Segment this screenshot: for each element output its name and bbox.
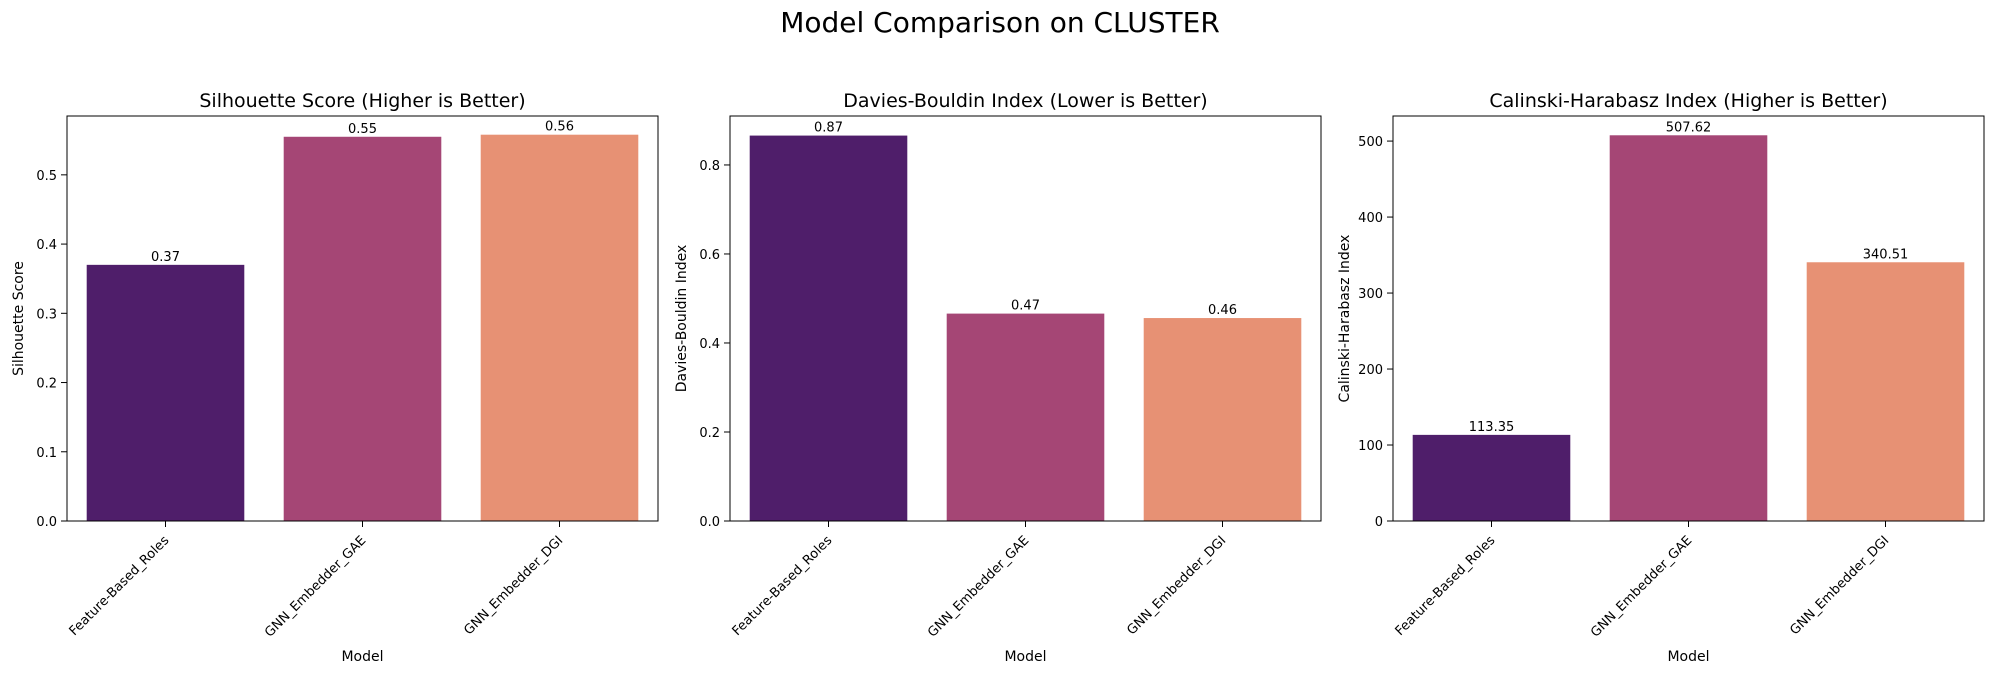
y-tick-label: 300 [1358, 287, 1383, 302]
x-axis-label: Model [341, 649, 383, 665]
y-tick-label: 0.4 [36, 238, 57, 253]
y-axis-label: Davies-Bouldin Index [674, 245, 690, 393]
bar-value-label: 0.55 [348, 122, 377, 137]
y-tick-label: 0.5 [36, 169, 57, 184]
subplot-title: Davies-Bouldin Index (Lower is Better) [843, 90, 1207, 112]
y-tick-label: 0.3 [36, 307, 57, 322]
y-tick-label: 100 [1358, 439, 1383, 454]
x-tick-label: GNN_Embedder_GAE [1588, 533, 1695, 640]
y-tick-label: 0.8 [699, 159, 720, 174]
bar [1609, 135, 1768, 522]
bar-value-label: 113.35 [1469, 420, 1515, 435]
x-tick-label: GNN_Embedder_GAE [262, 533, 369, 640]
y-tick-label: 0.1 [36, 446, 57, 461]
y-tick-label: 400 [1358, 211, 1383, 226]
bar-value-label: 0.37 [151, 250, 180, 265]
bar-value-label: 0.47 [1011, 299, 1040, 314]
y-tick-label: 0.0 [699, 515, 720, 530]
bar-value-label: 0.56 [545, 120, 574, 135]
x-tick-label: Feature-Based_Roles [67, 533, 173, 639]
bar-value-label: 340.51 [1863, 247, 1909, 262]
bar-value-label: 507.62 [1666, 120, 1712, 135]
bar [86, 264, 245, 521]
plot-frame [1392, 115, 1985, 522]
subplot-title: Calinski-Harabasz Index (Higher is Bette… [1489, 90, 1887, 112]
bar [946, 313, 1105, 521]
plot-frame [66, 115, 659, 522]
bar [1143, 318, 1302, 521]
x-tick-label: GNN_Embedder_DGI [1787, 533, 1892, 638]
bar-value-label: 0.46 [1208, 303, 1237, 318]
y-tick-label: 0.4 [699, 337, 720, 352]
x-axis-label: Model [1004, 649, 1046, 665]
bar [1412, 434, 1571, 521]
y-axis-label: Silhouette Score [11, 261, 27, 376]
bar [1806, 262, 1965, 521]
subplot-title: Silhouette Score (Higher is Better) [199, 90, 525, 112]
x-axis-label: Model [1667, 649, 1709, 665]
page-title: Model Comparison on CLUSTER [780, 6, 1220, 39]
x-tick-label: GNN_Embedder_GAE [925, 533, 1032, 640]
bar [480, 134, 639, 521]
y-tick-label: 0.2 [36, 377, 57, 392]
bar [283, 136, 442, 521]
x-tick-label: GNN_Embedder_DGI [1124, 533, 1229, 638]
y-tick-label: 500 [1358, 135, 1383, 150]
x-tick-label: Feature-Based_Roles [730, 533, 836, 639]
y-tick-label: 0.2 [699, 426, 720, 441]
plot-frame [729, 115, 1322, 522]
bar [749, 135, 908, 522]
bar-value-label: 0.87 [814, 121, 843, 136]
x-tick-label: GNN_Embedder_DGI [461, 533, 566, 638]
y-tick-label: 0 [1375, 515, 1383, 530]
y-tick-label: 200 [1358, 363, 1383, 378]
y-axis-label: Calinski-Harabasz Index [1337, 235, 1353, 403]
x-tick-label: Feature-Based_Roles [1393, 533, 1499, 639]
y-tick-label: 0.6 [699, 248, 720, 263]
y-tick-label: 0.0 [36, 515, 57, 530]
